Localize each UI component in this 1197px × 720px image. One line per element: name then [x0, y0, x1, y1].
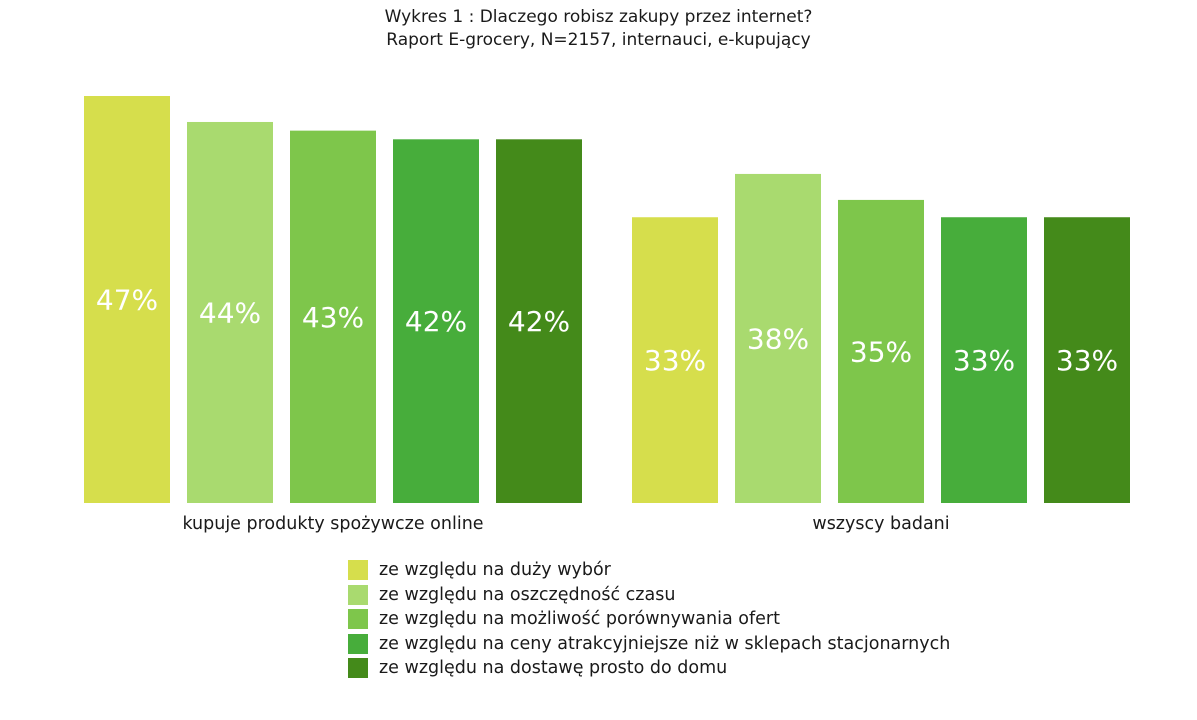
legend-label-4: ze względu na ceny atrakcyjniejsze niż w… [379, 633, 951, 654]
bar-2-1 [632, 217, 718, 503]
bar-2-5 [1044, 217, 1130, 503]
bar-2-3 [838, 199, 924, 503]
legend-label-3: ze względu na możliwość porównywania ofe… [379, 609, 780, 630]
legend-label-1: ze względu na duży wybór [379, 560, 611, 581]
bar-2-4 [941, 217, 1027, 503]
legend: ze względu na duży wybór ze względu na os… [348, 558, 950, 681]
bar-label-1-5: 42% [508, 305, 570, 338]
legend-swatch-3 [348, 609, 368, 630]
bar-label-1-2: 44% [199, 296, 261, 329]
bar-1-1 [84, 96, 170, 503]
bar-label-2-4: 33% [953, 344, 1015, 377]
bar-1-2 [187, 121, 273, 503]
legend-swatch-1 [348, 560, 368, 581]
legend-item-3: ze względu na możliwość porównywania ofe… [348, 607, 950, 632]
bar-1-3 [290, 130, 376, 503]
legend-item-4: ze względu na ceny atrakcyjniejsze niż w… [348, 632, 950, 657]
bar-label-2-5: 33% [1056, 344, 1118, 377]
category-label-1: kupuje produkty spożywcze online [182, 514, 483, 534]
bar-label-1-4: 42% [405, 305, 467, 338]
category-label-2: wszyscy badani [812, 514, 949, 534]
bar-label-2-2: 38% [747, 322, 809, 355]
bar-label-1-3: 43% [302, 301, 364, 334]
chart-subtitle: Raport E-grocery, N=2157, internauci, e-… [386, 30, 811, 50]
chart-title: Wykres 1 : Dlaczego robisz zakupy przez … [384, 7, 813, 27]
legend-label-2: ze względu na oszczędność czasu [379, 584, 676, 605]
bar-1-5 [496, 139, 582, 504]
bar-chart: 47% 44% 43% 42% 42% kupuje produkty spożywcze… [84, 96, 1130, 534]
legend-swatch-5 [348, 658, 368, 679]
bar-label-1-1: 47% [96, 284, 158, 317]
bar-label-2-1: 33% [644, 344, 706, 377]
legend-swatch-2 [348, 584, 368, 605]
legend-item-1: ze względu na duży wybór [348, 558, 950, 583]
bar-1-4 [393, 139, 479, 504]
legend-item-5: ze względu na dostawę prosto do domu [348, 656, 950, 681]
legend-item-2: ze względu na oszczędność czasu [348, 583, 950, 608]
bar-2-2 [735, 173, 821, 504]
legend-label-5: ze względu na dostawę prosto do domu [379, 658, 728, 679]
bar-label-2-3: 35% [850, 335, 912, 368]
legend-swatch-4 [348, 633, 368, 654]
